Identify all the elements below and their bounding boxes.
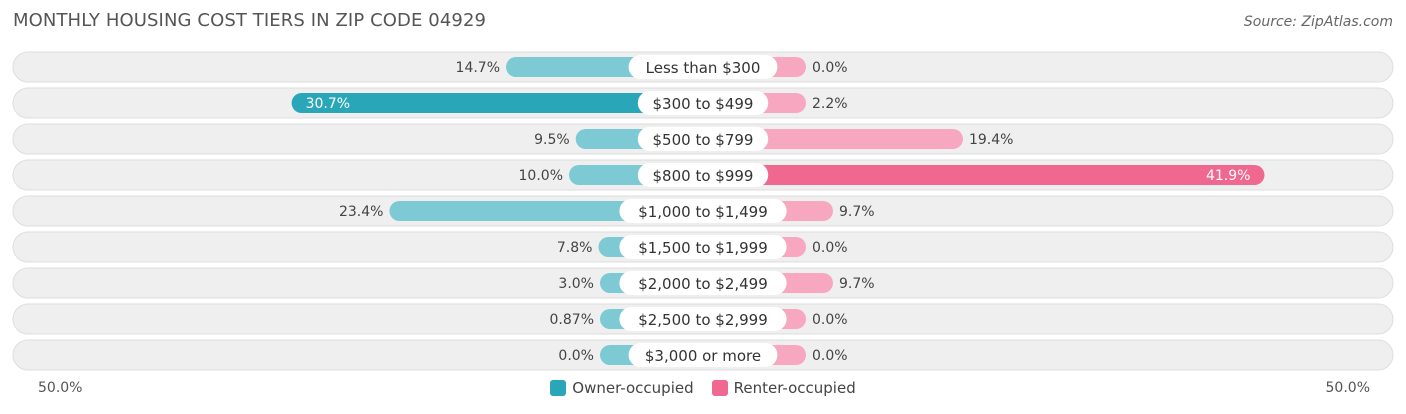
- axis-right-label: 50.0%: [1325, 380, 1370, 396]
- owner-bar: [291, 93, 703, 113]
- legend-item-renter[interactable]: Renter-occupied: [711, 379, 856, 397]
- renter-value-label: 9.7%: [839, 204, 875, 220]
- renter-value-label: 2.2%: [812, 96, 848, 112]
- category-pill: [628, 343, 778, 367]
- renter-value-label: 0.0%: [812, 348, 848, 364]
- owner-value-label: 7.8%: [557, 240, 593, 256]
- renter-value-label: 0.0%: [812, 240, 848, 256]
- category-label: $2,500 to $2,999: [638, 311, 768, 329]
- renter-value-label: 19.4%: [969, 132, 1013, 148]
- category-label: $3,000 or more: [645, 347, 761, 365]
- legend: Owner-occupied Renter-occupied: [0, 379, 1406, 397]
- legend-swatch-owner: [550, 380, 567, 396]
- category-pill: [637, 127, 769, 151]
- category-pill: [637, 91, 769, 115]
- category-label: $800 to $999: [653, 167, 754, 185]
- category-pill: [619, 307, 787, 331]
- legend-item-owner[interactable]: Owner-occupied: [550, 379, 694, 397]
- renter-bar: [703, 165, 1265, 185]
- axis-left-label: 50.0%: [38, 380, 83, 396]
- legend-swatch-renter: [711, 380, 728, 396]
- owner-value-label: 14.7%: [456, 60, 500, 76]
- category-pill: [619, 199, 787, 223]
- legend-label-renter: Renter-occupied: [733, 379, 856, 397]
- owner-value-label: 10.0%: [519, 168, 563, 184]
- category-pill: [619, 271, 787, 295]
- renter-bar: [703, 129, 963, 149]
- owner-value-label: 9.5%: [534, 132, 570, 148]
- source-note: Source: ZipAtlas.com: [1243, 14, 1393, 30]
- renter-value-label: 0.0%: [812, 312, 848, 328]
- renter-value-label: 9.7%: [839, 276, 875, 292]
- category-label: $500 to $799: [653, 131, 754, 149]
- owner-value-label: 0.0%: [558, 348, 594, 364]
- owner-value-label: 3.0%: [558, 276, 594, 292]
- renter-value-label: 0.0%: [812, 60, 848, 76]
- category-label: $2,000 to $2,499: [638, 275, 768, 293]
- legend-label-owner: Owner-occupied: [572, 379, 694, 397]
- category-label: Less than $300: [646, 59, 761, 77]
- category-pill: [628, 55, 778, 79]
- renter-value-label: 41.9%: [1206, 168, 1250, 184]
- chart-title: MONTHLY HOUSING COST TIERS IN ZIP CODE 0…: [13, 10, 487, 31]
- owner-value-label: 0.87%: [550, 312, 594, 328]
- category-label: $1,500 to $1,999: [638, 239, 768, 257]
- category-pill: [637, 163, 769, 187]
- category-pill: [619, 235, 787, 259]
- owner-value-label: 30.7%: [306, 96, 350, 112]
- owner-value-label: 23.4%: [339, 204, 383, 220]
- category-label: $300 to $499: [653, 95, 754, 113]
- category-label: $1,000 to $1,499: [638, 203, 768, 221]
